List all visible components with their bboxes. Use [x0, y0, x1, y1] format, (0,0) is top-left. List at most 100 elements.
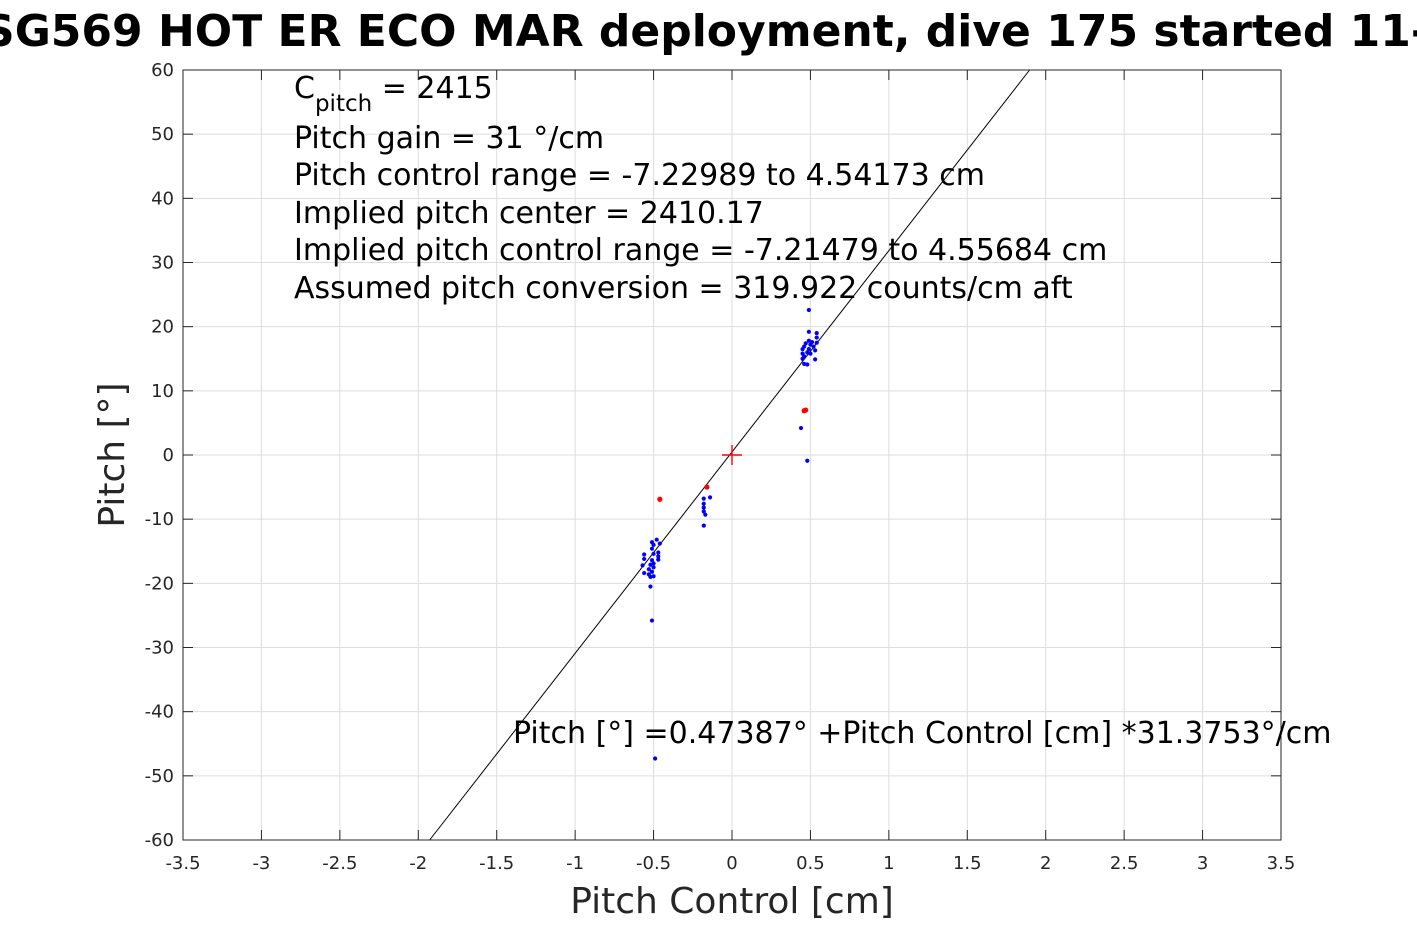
- x-tick-label: -2.5: [322, 853, 357, 874]
- blue-data-point: [648, 562, 653, 567]
- blue-data-point: [802, 344, 807, 349]
- x-tick-label: 1.5: [953, 853, 982, 874]
- blue-data-point: [813, 348, 818, 353]
- red-data-point: [704, 484, 710, 490]
- x-tick-label: 0.5: [796, 853, 825, 874]
- blue-data-point: [805, 350, 810, 355]
- blue-data-point: [701, 523, 706, 528]
- blue-data-point: [811, 344, 816, 349]
- axis-ticks: [182, 69, 1282, 841]
- blue-data-point: [649, 558, 655, 563]
- y-tick-label: 10: [151, 381, 174, 402]
- blue-data-point: [649, 546, 655, 551]
- blue-data-point: [814, 340, 819, 345]
- blue-data-point: [805, 362, 810, 367]
- blue-data-point: [707, 495, 713, 500]
- tick-labels: -3.5 -3 -2.5 -2 -1.5 -1 -0.5 0 0.5 1 1.5 2 2.5 3 3.5 60…: [145, 60, 1296, 874]
- blue-data-point: [651, 574, 656, 579]
- x-tick-label: 1: [883, 853, 894, 874]
- blue-data-point: [642, 556, 647, 562]
- annotation-assumed-conversion: Assumed pitch conversion = 319.922 count…: [294, 271, 1073, 306]
- x-tick-label: 3: [1197, 853, 1208, 874]
- blue-data-point: [657, 541, 662, 546]
- blue-data-point: [809, 339, 815, 345]
- y-tick-label: -40: [145, 702, 174, 723]
- blue-data-point: [656, 554, 661, 559]
- y-tick-label: 50: [151, 124, 174, 145]
- annotation-c-pitch: Cpitch = 2415: [294, 71, 493, 117]
- y-tick-label: -30: [145, 638, 174, 659]
- x-tick-label: -1.5: [479, 853, 514, 874]
- blue-data-point: [813, 357, 818, 362]
- x-axis-label: Pitch Control [cm]: [570, 881, 894, 922]
- blue-data-point: [649, 540, 655, 545]
- x-tick-label: -0.5: [636, 853, 671, 874]
- blue-data-point: [802, 361, 807, 366]
- c-pitch-value: = 2415: [372, 71, 493, 106]
- blue-data-point: [642, 570, 647, 576]
- x-tick-label: 3.5: [1267, 853, 1296, 874]
- x-tick-label: -3.5: [165, 853, 200, 874]
- blue-data-point: [653, 756, 658, 761]
- blue-data-point: [651, 565, 656, 570]
- annotation-implied-pitch-center: Implied pitch center = 2410.17: [294, 196, 764, 231]
- blue-data-point: [649, 569, 655, 574]
- red-data-point: [803, 407, 809, 413]
- chart-title: SG569 HOT ER ECO MAR deployment, dive 17…: [0, 6, 1417, 58]
- blue-data-point: [806, 329, 811, 334]
- center-marker-group: [722, 445, 742, 465]
- chart-title-text: SG569 HOT ER ECO MAR deployment, dive 17…: [0, 6, 1417, 57]
- y-tick-label: 0: [163, 445, 174, 466]
- blue-data-point: [701, 505, 706, 510]
- blue-data-point: [648, 584, 653, 589]
- y-tick-label: -50: [145, 766, 174, 787]
- x-tick-label: 2: [1040, 853, 1051, 874]
- blue-data-point: [806, 307, 811, 313]
- x-tick-label: -1: [566, 853, 584, 874]
- y-tick-label: 40: [151, 188, 174, 209]
- y-tick-label: 60: [151, 60, 174, 81]
- blue-data-point: [654, 537, 659, 542]
- y-tick-label: 30: [151, 253, 174, 274]
- blue-data-point: [814, 335, 819, 340]
- y-tick-label: -10: [145, 509, 174, 530]
- annotation-implied-control-range: Implied pitch control range = -7.21479 t…: [294, 233, 1107, 268]
- blue-data-point: [649, 618, 655, 623]
- blue-data-point: [640, 563, 645, 568]
- blue-data-point: [656, 550, 661, 555]
- blue-data-point: [806, 347, 811, 352]
- blue-data-point: [803, 341, 808, 346]
- blue-data-point: [651, 561, 656, 566]
- c-pitch-subscript: pitch: [315, 91, 372, 117]
- blue-data-point: [651, 551, 656, 556]
- blue-data-point: [814, 330, 819, 336]
- c-pitch-symbol: C: [294, 71, 315, 106]
- blue-data-point: [642, 552, 647, 557]
- blue-data-point: [656, 557, 661, 562]
- annotation-pitch-control-range: Pitch control range = -7.22989 to 4.5417…: [294, 158, 985, 193]
- blue-data-point: [648, 574, 653, 580]
- x-tick-label: 2.5: [1110, 853, 1139, 874]
- blue-data-point: [808, 351, 813, 356]
- data-points: [640, 307, 819, 761]
- blue-data-point: [802, 354, 807, 359]
- blue-data-point: [701, 509, 706, 514]
- y-tick-label: -60: [145, 830, 174, 851]
- annotation-pitch-gain: Pitch gain = 31 °/cm: [294, 121, 604, 156]
- blue-data-point: [798, 425, 804, 431]
- blue-data-point: [806, 338, 811, 343]
- y-tick-label: -20: [145, 573, 174, 594]
- x-tick-label: -2: [409, 853, 427, 874]
- annotation-fit-equation: Pitch [°] =0.47387° +Pitch Control [cm] …: [513, 716, 1331, 751]
- red-data-point: [657, 496, 663, 502]
- x-tick-label: 0: [726, 853, 737, 874]
- x-tick-label: -3: [252, 853, 270, 874]
- blue-data-point: [701, 496, 706, 501]
- y-axis-label: Pitch [°]: [92, 382, 133, 527]
- blue-data-point: [805, 458, 810, 463]
- blue-data-point: [701, 501, 706, 506]
- blue-data-point: [703, 512, 708, 517]
- y-tick-label: 20: [151, 317, 174, 338]
- blue-data-point: [646, 567, 651, 572]
